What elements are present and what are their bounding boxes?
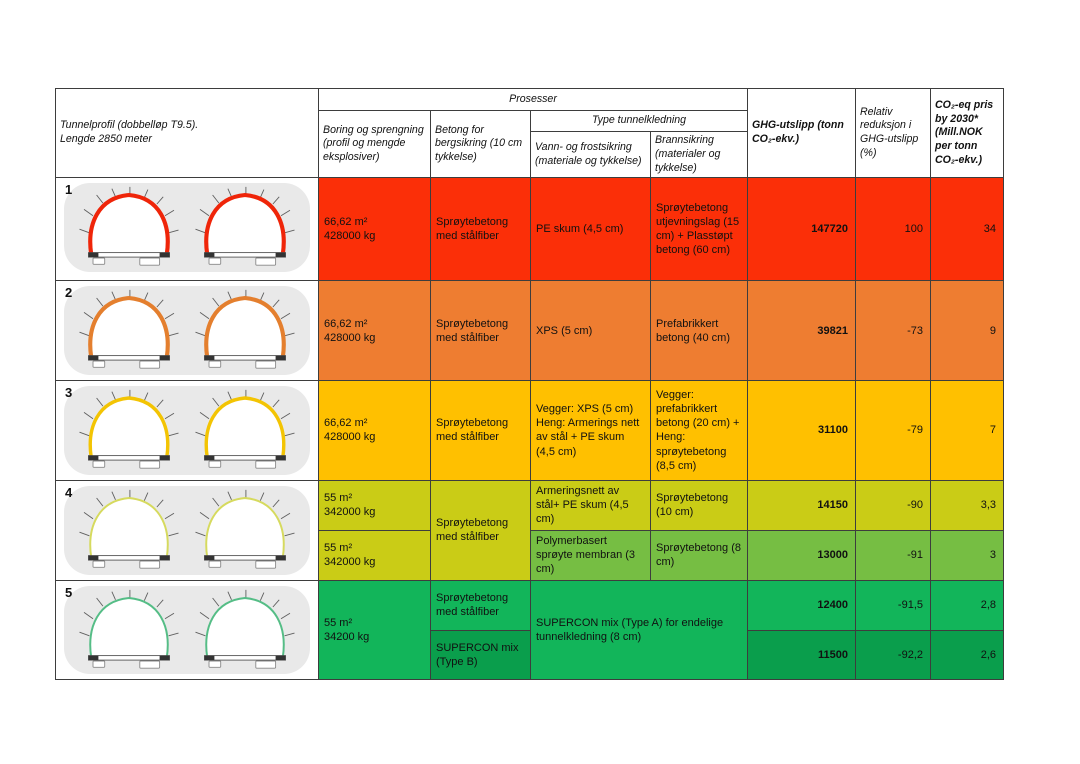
header-betong: Betong for bergsikring (10 cm tykkelse) [430,109,531,179]
cell-pris-r5b: 2,6 [930,629,1004,681]
cell-ghg-r2: 39821 [747,280,856,382]
cell-pris-r4a: 3,3 [930,479,1004,531]
cell-boring-r4a: 55 m² 342000 kg [318,479,431,531]
cell-relativ-r5a: -91,5 [855,579,931,631]
tunnel-profile-cell-2: 2 [55,280,319,382]
cell-vann-r4a: Armeringsnett av stål+ PE skum (4,5 cm) [530,479,651,531]
cell-pris-r1: 34 [930,177,1004,282]
cell-pris-r5a: 2,8 [930,579,1004,631]
tunnel-profile-cell-1: 1 [55,177,319,282]
cell-ghg-r5b: 11500 [747,629,856,681]
cell-brann-r1: Sprøytebetong utjevningslag (15 cm) + Pl… [650,177,748,282]
cell-vann-r1: PE skum (4,5 cm) [530,177,651,282]
tunnel-comparison-table-wrap: Tunnelprofil (dobbelløp T9.5). Lengde 28… [55,87,1004,681]
cell-betong-r4: Sprøytebetong med stålfiber [430,479,531,581]
tunnel-drawing-icon [191,489,299,572]
header-relativ-reduksjon: Relativ reduksjon i GHG-utslipp (%) [855,87,931,179]
header-boring: Boring og sprengning (profil og mengde e… [318,109,431,179]
cell-boring-r1: 66,62 m² 428000 kg [318,177,431,282]
cell-relativ-r4b: -91 [855,529,931,581]
cell-brann-r3: Vegger: prefabrikkert betong (20 cm) + H… [650,380,748,481]
cell-vann-r3: Vegger: XPS (5 cm) Heng: Armerings nett … [530,380,651,481]
cell-boring-r3: 66,62 m² 428000 kg [318,380,431,481]
cell-pris-r2: 9 [930,280,1004,382]
header-co2-pris: CO₂-eq pris by 2030* (Mill.NOK per tonn … [930,87,1004,179]
tunnel-comparison-table: Tunnelprofil (dobbelløp T9.5). Lengde 28… [55,87,1004,681]
cell-boring-r2: 66,62 m² 428000 kg [318,280,431,382]
header-brannsikring: Brannsikring (materialer og tykkelse) [650,130,748,179]
cell-relativ-r2: -73 [855,280,931,382]
cell-ghg-r5a: 12400 [747,579,856,631]
cell-boring-r4b: 55 m² 342000 kg [318,529,431,581]
cell-brann-r4b: Sprøytebetong (8 cm) [650,529,748,581]
cell-betong-r2: Sprøytebetong med stålfiber [430,280,531,382]
header-ghg-utslipp: GHG-utslipp (tonn CO₂-ekv.) [747,87,856,179]
header-type-tunnelkledning: Type tunnelkledning [530,110,748,132]
tunnel-drawing-icon [75,589,183,672]
tunnel-drawing-icon [75,186,183,269]
header-prosesser: Prosesser [318,88,748,111]
cell-boring-r5: 55 m² 34200 kg [318,579,431,681]
tunnel-drawing-icon [75,389,183,472]
tunnel-drawing-icon [191,389,299,472]
cell-betong-r3: Sprøytebetong med stålfiber [430,380,531,481]
cell-relativ-r4a: -90 [855,479,931,531]
cell-ghg-r3: 31100 [747,380,856,481]
cell-vann-r2: XPS (5 cm) [530,280,651,382]
tunnel-drawing-icon [75,289,183,372]
cell-vann-r4b: Polymerbasert sprøyte membran (3 cm) [530,529,651,581]
row-number-2: 2 [65,285,73,301]
cell-pris-r3: 7 [930,380,1004,481]
tunnel-profile-cell-3: 3 [55,380,319,481]
cell-ghg-r4a: 14150 [747,479,856,531]
tunnel-drawing-icon [191,589,299,672]
row-number-5: 5 [65,584,73,600]
row-number-3: 3 [65,385,73,401]
cell-brann-r2: Prefabrikkert betong (40 cm) [650,280,748,382]
tunnel-drawing-icon [191,186,299,269]
header-tunnelprofil: Tunnelprofil (dobbelløp T9.5). Lengde 28… [55,87,319,179]
row-number-1: 1 [65,182,73,198]
tunnel-drawing-icon [75,489,183,572]
header-vann-frostsikring: Vann- og frostsikring (materiale og tykk… [530,130,651,179]
cell-relativ-r5b: -92,2 [855,629,931,681]
cell-relativ-r3: -79 [855,380,931,481]
tunnel-profile-cell-4: 4 [55,479,319,581]
tunnel-drawing-icon [191,289,299,372]
cell-betong-r5a: Sprøytebetong med stålfiber [430,579,531,631]
cell-betong-r5b: SUPERCON mix (Type B) [430,629,531,681]
cell-ghg-r1: 147720 [747,177,856,282]
cell-brann-r4a: Sprøytebetong (10 cm) [650,479,748,531]
cell-relativ-r1: 100 [855,177,931,282]
cell-betong-r1: Sprøytebetong med stålfiber [430,177,531,282]
cell-ghg-r4b: 13000 [747,529,856,581]
cell-kledning-r5: SUPERCON mix (Type A) for endelige tunne… [530,579,748,681]
cell-pris-r4b: 3 [930,529,1004,581]
tunnel-profile-cell-5: 5 [55,579,319,681]
row-number-4: 4 [65,484,73,500]
